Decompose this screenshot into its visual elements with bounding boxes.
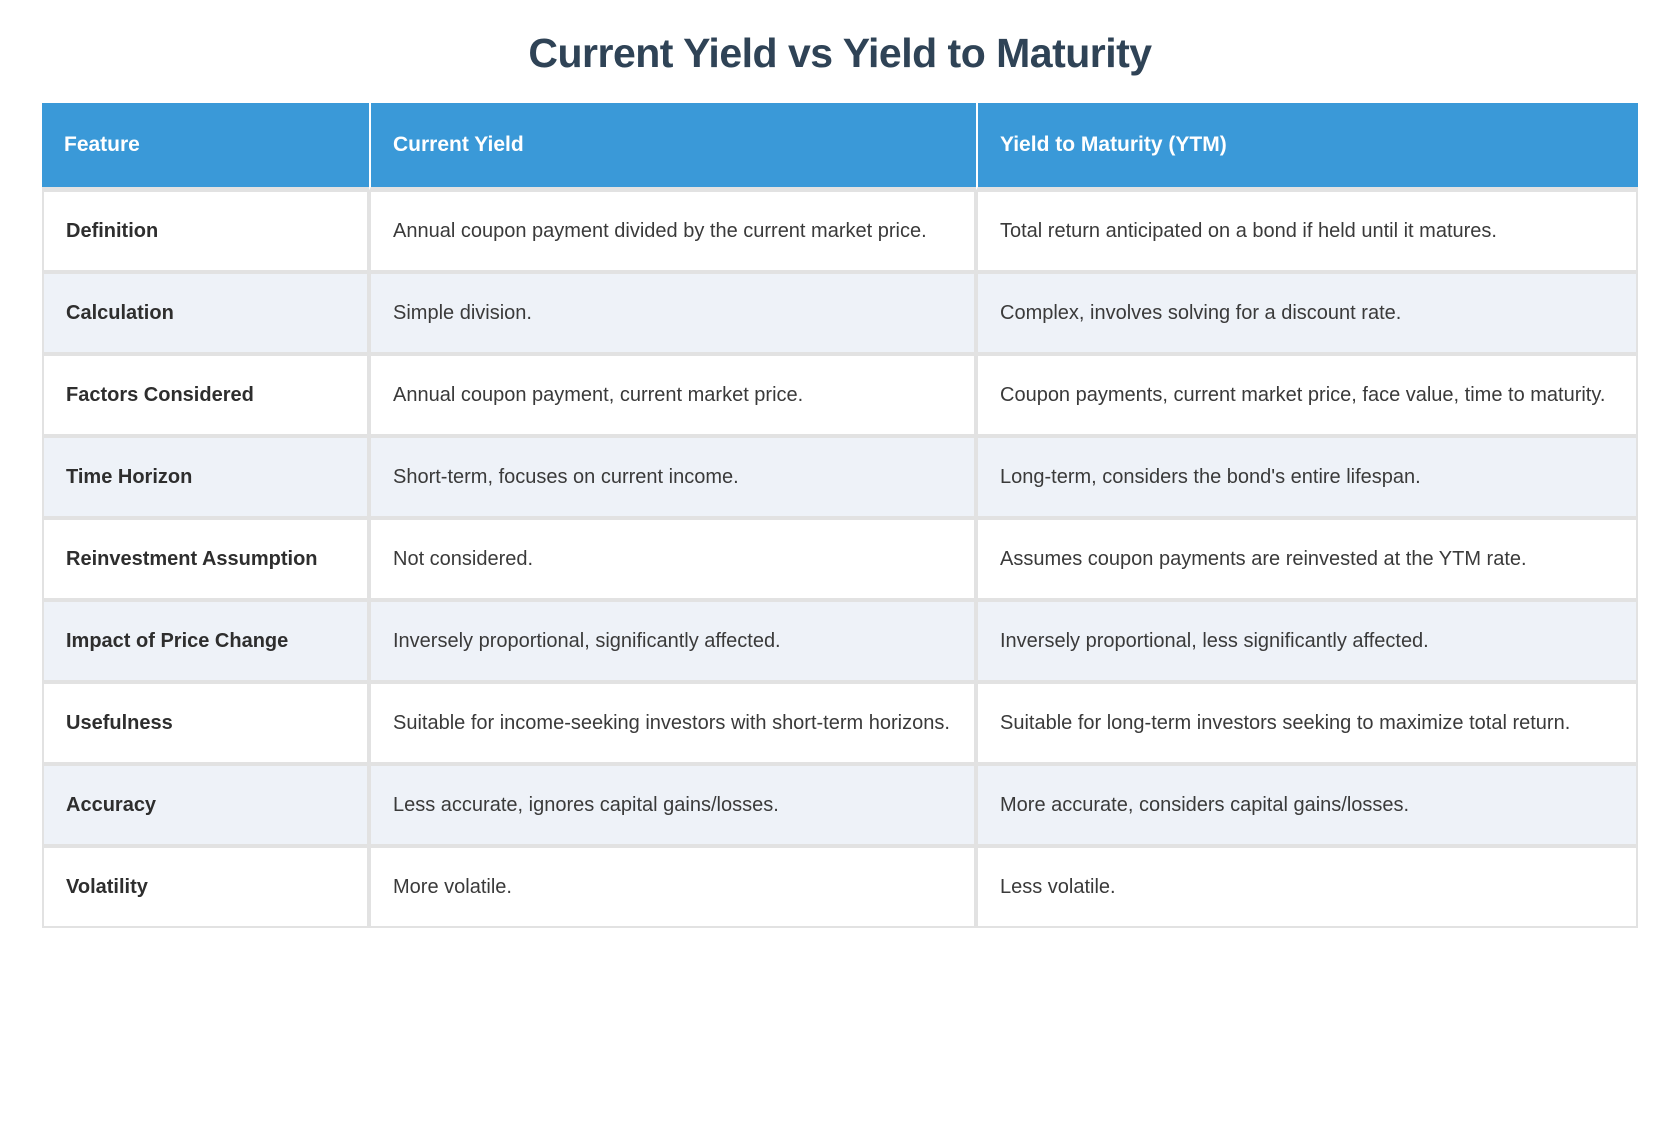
table-header-row: Feature Current Yield Yield to Maturity … (42, 101, 1638, 190)
current-yield-cell: Annual coupon payment divided by the cur… (369, 190, 976, 272)
table-row-accuracy: Accuracy Less accurate, ignores capital … (42, 764, 1638, 846)
current-yield-cell: Short-term, focuses on current income. (369, 436, 976, 518)
table-row-reinvestment-assumption: Reinvestment Assumption Not considered. … (42, 518, 1638, 600)
current-yield-cell: Simple division. (369, 272, 976, 354)
table-row-factors-considered: Factors Considered Annual coupon payment… (42, 354, 1638, 436)
current-yield-cell: Suitable for income-seeking investors wi… (369, 682, 976, 764)
table-row-definition: Definition Annual coupon payment divided… (42, 190, 1638, 272)
current-yield-cell: More volatile. (369, 846, 976, 928)
feature-cell: Factors Considered (42, 354, 369, 436)
current-yield-cell: Annual coupon payment, current market pr… (369, 354, 976, 436)
header-ytm: Yield to Maturity (YTM) (976, 101, 1638, 190)
ytm-cell: Inversely proportional, less significant… (976, 600, 1638, 682)
ytm-cell: Complex, involves solving for a discount… (976, 272, 1638, 354)
table-row-volatility: Volatility More volatile. Less volatile. (42, 846, 1638, 928)
comparison-table: Feature Current Yield Yield to Maturity … (42, 101, 1638, 928)
table-row-time-horizon: Time Horizon Short-term, focuses on curr… (42, 436, 1638, 518)
feature-cell: Accuracy (42, 764, 369, 846)
ytm-cell: Long-term, considers the bond's entire l… (976, 436, 1638, 518)
feature-cell: Calculation (42, 272, 369, 354)
current-yield-cell: Inversely proportional, significantly af… (369, 600, 976, 682)
ytm-cell: Coupon payments, current market price, f… (976, 354, 1638, 436)
ytm-cell: Total return anticipated on a bond if he… (976, 190, 1638, 272)
table-row-impact-of-price-change: Impact of Price Change Inversely proport… (42, 600, 1638, 682)
table-row-usefulness: Usefulness Suitable for income-seeking i… (42, 682, 1638, 764)
feature-cell: Usefulness (42, 682, 369, 764)
feature-cell: Time Horizon (42, 436, 369, 518)
feature-cell: Reinvestment Assumption (42, 518, 369, 600)
header-current-yield: Current Yield (369, 101, 976, 190)
header-feature: Feature (42, 101, 369, 190)
feature-cell: Impact of Price Change (42, 600, 369, 682)
page-title: Current Yield vs Yield to Maturity (528, 30, 1152, 76)
ytm-cell: Suitable for long-term investors seeking… (976, 682, 1638, 764)
table-row-calculation: Calculation Simple division. Complex, in… (42, 272, 1638, 354)
ytm-cell: Less volatile. (976, 846, 1638, 928)
ytm-cell: More accurate, considers capital gains/l… (976, 764, 1638, 846)
feature-cell: Definition (42, 190, 369, 272)
feature-cell: Volatility (42, 846, 369, 928)
current-yield-cell: Not considered. (369, 518, 976, 600)
current-yield-cell: Less accurate, ignores capital gains/los… (369, 764, 976, 846)
ytm-cell: Assumes coupon payments are reinvested a… (976, 518, 1638, 600)
